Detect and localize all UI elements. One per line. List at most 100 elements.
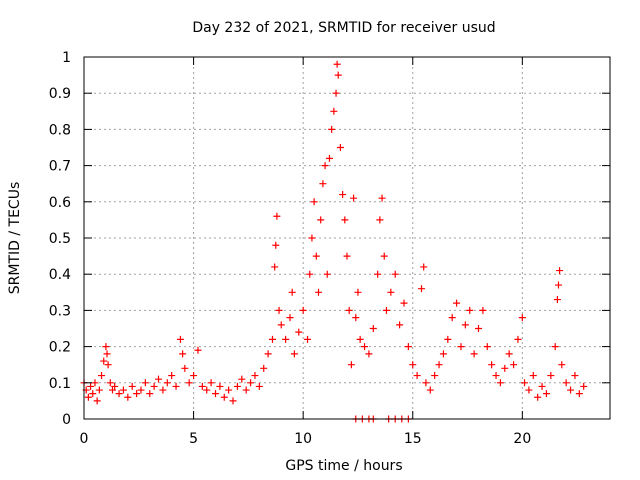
data-point [299, 306, 307, 314]
data-point [345, 306, 353, 314]
data-point [251, 372, 259, 380]
data-point [150, 382, 158, 390]
data-point [325, 154, 333, 162]
data-point [352, 314, 360, 322]
data-point [431, 372, 439, 380]
y-tick-label: 0.9 [49, 86, 71, 102]
y-tick-label: 0.5 [49, 231, 71, 247]
data-point [556, 267, 564, 275]
data-point [321, 162, 329, 170]
x-tick-label: 10 [294, 431, 312, 447]
data-point [247, 379, 255, 387]
data-point [282, 335, 290, 343]
data-point [479, 306, 487, 314]
data-point [336, 144, 344, 151]
data-point [343, 252, 351, 260]
data-point [203, 386, 211, 394]
data-point [128, 382, 136, 390]
data-point [510, 361, 518, 369]
data-point [514, 335, 522, 343]
data-point [547, 372, 555, 380]
data-point [172, 382, 180, 390]
data-point [108, 386, 116, 394]
data-point [553, 296, 561, 304]
y-tick-label: 0.1 [49, 376, 71, 392]
x-axis-ticks: 0 5 10 15 20 [80, 57, 531, 447]
data-point [341, 216, 349, 224]
data-point [334, 71, 342, 79]
data-point [374, 270, 382, 278]
data-point [260, 364, 268, 372]
data-point [242, 386, 250, 394]
data-point [426, 386, 434, 394]
data-point [288, 288, 296, 296]
plot-frame [83, 56, 611, 420]
data-point [89, 390, 97, 398]
data-point [376, 216, 384, 224]
data-point [413, 372, 421, 380]
data-point [418, 285, 426, 293]
data-point [435, 361, 443, 369]
y-tick-label: 0.8 [49, 122, 71, 138]
data-point [571, 372, 579, 380]
data-point [551, 343, 559, 351]
data-point [404, 343, 412, 351]
data-point [466, 306, 474, 314]
data-point [185, 379, 193, 387]
data-point [317, 216, 325, 224]
data-point [332, 89, 340, 97]
data-point [146, 390, 154, 398]
data-point [163, 379, 171, 387]
data-point [315, 288, 323, 296]
data-point [277, 321, 285, 329]
data-point [347, 361, 355, 369]
data-point [229, 397, 237, 405]
x-axis-label: GPS time / hours [285, 458, 402, 474]
data-point [521, 379, 529, 387]
data-point [137, 386, 145, 394]
data-point [483, 343, 491, 351]
data-point [542, 390, 550, 398]
data-point [330, 107, 338, 115]
y-axis-ticks: 0 0.1 0.2 0.3 0.4 0.5 0.6 0.7 0.8 0.9 1 [49, 50, 610, 428]
data-point [286, 314, 294, 322]
data-point [95, 386, 103, 394]
data-point [567, 386, 575, 394]
data-point [304, 335, 312, 343]
data-point [461, 321, 469, 329]
data-point [155, 375, 163, 383]
data-point [365, 350, 373, 358]
data-point [194, 346, 202, 354]
data-point [354, 288, 362, 296]
data-points [80, 60, 588, 423]
data-point [580, 382, 588, 390]
data-point [453, 299, 461, 307]
data-point [273, 212, 281, 220]
y-tick-label: 0.7 [49, 159, 71, 175]
data-point [159, 386, 167, 394]
data-point [111, 382, 119, 390]
data-point [233, 382, 241, 390]
data-point [181, 364, 189, 372]
data-point [306, 270, 314, 278]
y-tick-label: 0.2 [49, 340, 71, 356]
data-point [475, 325, 482, 332]
data-point [328, 125, 336, 133]
data-point [420, 263, 428, 271]
data-point [496, 379, 504, 387]
data-point [179, 350, 187, 358]
data-point [534, 393, 542, 401]
data-point [141, 379, 149, 387]
data-point [310, 198, 318, 206]
data-point [168, 372, 176, 380]
data-point [380, 252, 388, 260]
data-point [391, 270, 399, 278]
data-point [290, 350, 298, 358]
data-point [207, 379, 215, 387]
data-point [91, 379, 99, 387]
data-point [350, 194, 358, 202]
data-point [333, 60, 341, 68]
data-point [119, 386, 127, 394]
data-point [369, 325, 377, 332]
